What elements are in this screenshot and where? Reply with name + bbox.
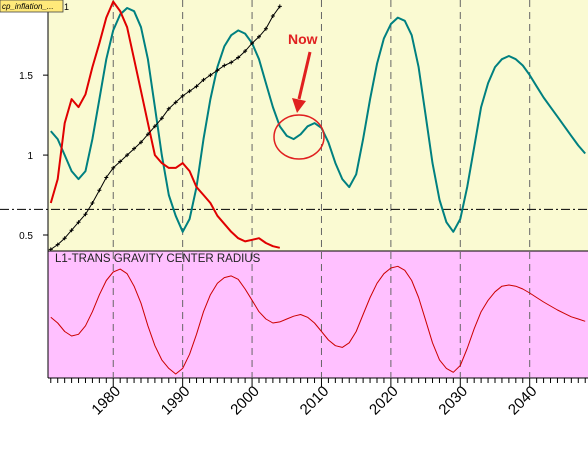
cumulative-marker bbox=[62, 236, 67, 241]
cumulative-marker bbox=[90, 201, 95, 206]
now-arrow-shaft bbox=[297, 51, 312, 100]
cumulative-marker bbox=[215, 68, 220, 73]
cumulative-marker bbox=[173, 100, 178, 105]
cumulative-marker bbox=[236, 55, 241, 60]
x-tick-label: 1990 bbox=[158, 383, 194, 419]
cumulative-marker bbox=[270, 13, 275, 18]
x-tick-label: 2030 bbox=[435, 383, 471, 419]
cumulative-marker bbox=[145, 132, 150, 137]
cumulative-marker bbox=[76, 220, 81, 225]
window-tab-index: 1 bbox=[64, 2, 69, 12]
black-cumulative-line bbox=[50, 6, 281, 250]
cumulative-marker bbox=[222, 63, 227, 68]
x-tick-label: 2000 bbox=[227, 383, 263, 419]
x-tick-label: 1980 bbox=[88, 383, 124, 419]
cumulative-marker bbox=[48, 247, 53, 252]
now-highlight-circle bbox=[273, 114, 325, 160]
now-annotation: Now bbox=[273, 31, 325, 160]
lower-panel-title: L1-TRANS GRAVITY CENTER RADIUS bbox=[55, 253, 261, 265]
cumulative-marker bbox=[118, 159, 123, 164]
upper-series-group bbox=[48, 0, 586, 252]
cumulative-marker bbox=[69, 228, 74, 233]
cumulative-marker bbox=[263, 26, 268, 31]
cumulative-marker bbox=[132, 146, 137, 151]
y-tick-label: 1.5 bbox=[19, 71, 33, 82]
radius-line bbox=[50, 265, 586, 375]
x-axis-ticks: 1980 1990 2000 2010 2020 2030 2040 bbox=[50, 378, 586, 419]
window-tab[interactable]: cp_inflation_... 1 bbox=[0, 0, 69, 13]
lower-panel-background bbox=[48, 251, 588, 378]
y-axis-ticks: 0.5 1 1.5 bbox=[19, 71, 48, 242]
cumulative-marker bbox=[104, 175, 109, 180]
cumulative-marker bbox=[166, 106, 171, 111]
cumulative-marker bbox=[187, 89, 192, 94]
y-tick-label: 1 bbox=[27, 151, 33, 162]
cumulative-marker bbox=[250, 41, 255, 46]
cumulative-marker bbox=[111, 165, 116, 170]
cumulative-marker bbox=[208, 73, 213, 78]
cumulative-marker bbox=[257, 34, 262, 39]
x-tick-label: 2020 bbox=[366, 383, 402, 419]
lower-series-group bbox=[50, 265, 586, 375]
window-tab-title: cp_inflation_... bbox=[2, 2, 54, 11]
cumulative-marker bbox=[159, 116, 164, 121]
cumulative-marker bbox=[229, 60, 234, 65]
cumulative-marker bbox=[180, 93, 185, 98]
cumulative-marker bbox=[125, 153, 130, 158]
red-inflation-line bbox=[49, 0, 281, 249]
cumulative-marker bbox=[55, 242, 60, 247]
teal-cycle-line bbox=[50, 7, 586, 233]
cumulative-marker bbox=[277, 4, 282, 9]
x-tick-label: 2010 bbox=[297, 383, 333, 419]
vertical-gridlines bbox=[112, 0, 531, 378]
cumulative-marker bbox=[152, 124, 157, 129]
cumulative-marker bbox=[139, 140, 144, 145]
cumulative-marker bbox=[201, 77, 206, 82]
cumulative-marker bbox=[97, 188, 102, 193]
cumulative-marker bbox=[83, 212, 88, 217]
x-tick-label: 2040 bbox=[505, 383, 541, 419]
cumulative-marker bbox=[194, 84, 199, 89]
now-label: Now bbox=[288, 31, 318, 47]
cumulative-marker bbox=[243, 49, 248, 54]
y-tick-label: 0.5 bbox=[19, 231, 33, 242]
now-arrow-head bbox=[292, 98, 306, 113]
window-tab-background bbox=[0, 0, 64, 13]
